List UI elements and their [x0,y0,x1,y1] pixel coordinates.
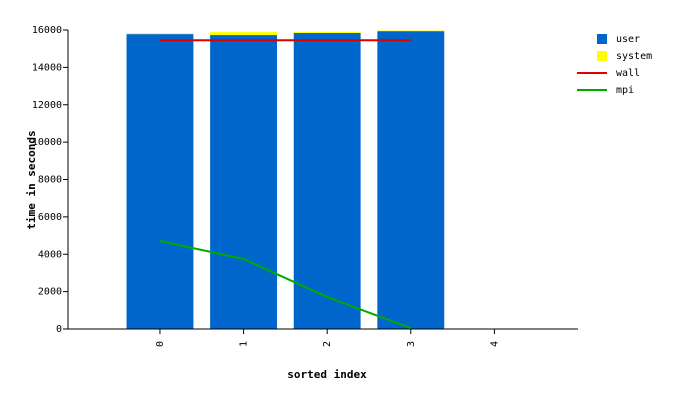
y-tick-label: 16000 [32,25,62,36]
y-tick-label: 2000 [38,287,62,298]
bar-segment [210,35,278,329]
x-axis-label: sorted index [287,368,367,381]
x-tick-label: 2 [322,341,333,347]
legend-swatch [597,51,607,61]
bar-segment [293,32,361,33]
y-tick-label: 12000 [32,100,62,111]
y-tick-label: 14000 [32,62,62,73]
x-tick-label: 1 [239,341,250,347]
bar-segment [126,33,194,35]
y-tick-label: 8000 [38,175,62,186]
y-axis-label: time in seconds [25,130,38,229]
line-series [159,240,412,330]
legend-label: system [616,51,652,62]
x-tick-label: 0 [155,341,166,347]
x-tick-label: 4 [489,341,500,347]
bar-segment [377,31,445,330]
bar-segment [293,32,361,330]
legend-label: mpi [616,85,634,96]
legend-swatch [597,34,607,44]
bar-segment [210,32,278,36]
bar-segment [126,34,194,330]
y-tick-label: 0 [56,324,62,335]
legend-label: wall [616,68,640,79]
bar-segment [377,30,445,32]
legend-label: user [616,34,640,45]
x-tick-label: 3 [406,341,417,347]
y-tick-label: 4000 [38,249,62,260]
y-tick-label: 10000 [32,137,62,148]
y-tick-label: 6000 [38,212,62,223]
